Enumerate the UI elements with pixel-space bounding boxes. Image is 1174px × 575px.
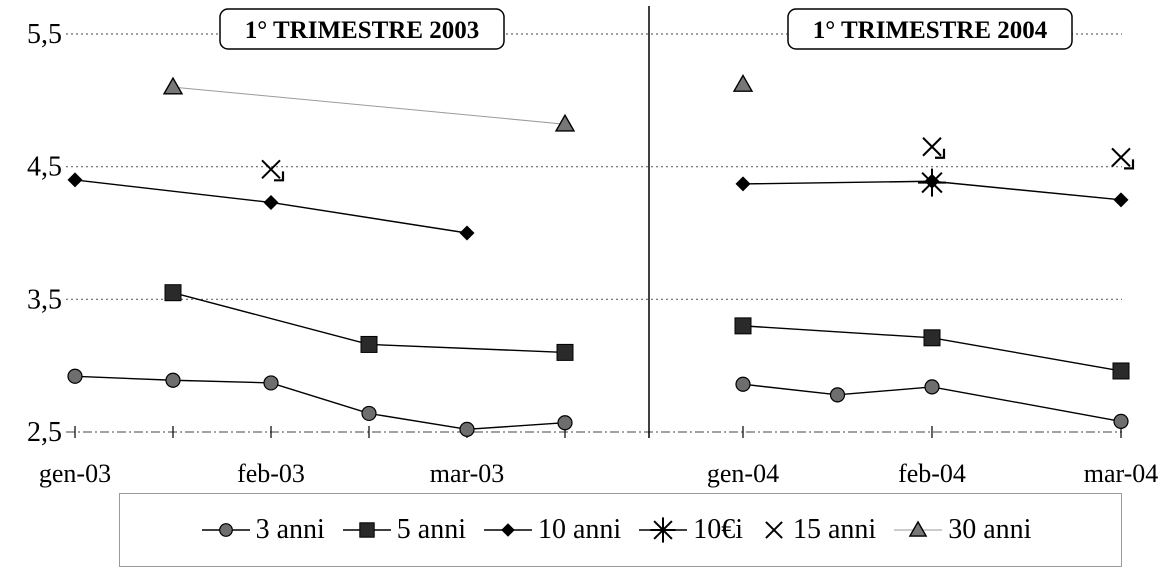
data-point [734,317,752,335]
asterisk-shape [650,517,676,543]
x-tick-label: gen-03 [39,459,111,488]
diamond-icon [484,523,532,537]
series-10-i [918,168,946,197]
series-10-anni [67,172,475,241]
data-point [1113,413,1129,429]
series-30-anni [162,76,576,132]
data-point [735,176,751,192]
data-point [924,379,940,395]
panel-title-box [219,8,505,50]
data-point [67,368,83,384]
legend-label: 30 anni [948,514,1032,545]
chart-panel-2: gen-04 feb-04 mar-04 1° TRIMESTRE 2004 [707,8,1159,488]
data-point [459,225,475,241]
y-tick-label: 5,5 [27,19,62,50]
panel-title-box [787,8,1073,50]
series-line [74,375,566,431]
panel-title: 1° TRIMESTRE 2004 [813,17,1048,44]
data-point [554,113,576,132]
series-line [742,383,1122,423]
legend-label: 15 anni [793,514,877,545]
legend-items: 3 anni 5 anni 10 anni 10€i 15 anni 30 anni [120,494,1121,566]
series-3-anni [67,368,573,437]
legend-label: 5 anni [396,514,466,545]
data-point [732,74,754,92]
data-point [164,284,182,302]
data-point [735,376,751,392]
diamond-shape [501,523,515,537]
legend-item: 3 anni [200,514,335,546]
data-point [1112,362,1130,380]
chart-legend: 3 anni 5 anni 10 anni 10€i 15 anni 30 anni [119,493,1122,567]
series-15-anni [922,137,1135,170]
y-tick-label: 4,5 [27,152,62,183]
data-point [360,335,378,353]
panel-title: 1° TRIMESTRE 2003 [245,17,480,44]
y-tick-label: 2,5 [27,417,62,448]
series-15-anni [261,159,285,182]
circle-shape [218,523,233,537]
legend-item: 10€i [637,514,753,546]
triangle-shape [908,520,928,537]
square-icon [342,522,391,538]
data-point [556,343,574,361]
legend-item: 30 anni [892,514,1041,546]
cross-icon [765,521,783,539]
circle-icon [201,523,250,537]
x-tick-label: mar-03 [430,459,505,488]
cross-shape [765,521,783,539]
data-point [557,415,573,431]
data-point [263,194,279,210]
x-tick-label: gen-04 [707,459,779,488]
data-point [263,375,279,391]
data-point [918,168,946,197]
x-tick-label: feb-04 [898,459,966,488]
series-30-anni [732,74,754,92]
data-point [165,372,181,388]
data-point [1113,192,1129,208]
legend-label: 10€i [693,514,743,545]
data-point [1111,147,1131,168]
chart-panel-1: gen-03 feb-03 mar-03 1° TRIMESTRE 2003 [39,8,576,488]
series-line [172,86,566,125]
data-point [829,387,846,403]
legend-label: 3 anni [255,514,325,545]
square-shape [359,522,375,538]
data-point [261,159,281,180]
legend-item: 5 anni [341,514,476,546]
data-point [67,172,83,188]
series-3-anni [735,376,1129,429]
legend-item: 15 anni [759,514,886,546]
data-point [922,137,942,157]
triangle-icon [894,520,943,537]
data-point [923,329,941,347]
x-tick-label: feb-03 [237,459,305,488]
data-point [162,76,184,95]
data-point [361,405,377,422]
legend-item: 10 anni [482,514,631,546]
series-5-anni [164,284,574,361]
asterisk-icon [639,517,688,543]
y-tick-label: 3,5 [27,284,62,315]
x-tick-label: mar-04 [1084,459,1159,488]
data-point [459,421,475,437]
series-5-anni [734,317,1130,380]
legend-label: 10 anni [538,514,622,545]
